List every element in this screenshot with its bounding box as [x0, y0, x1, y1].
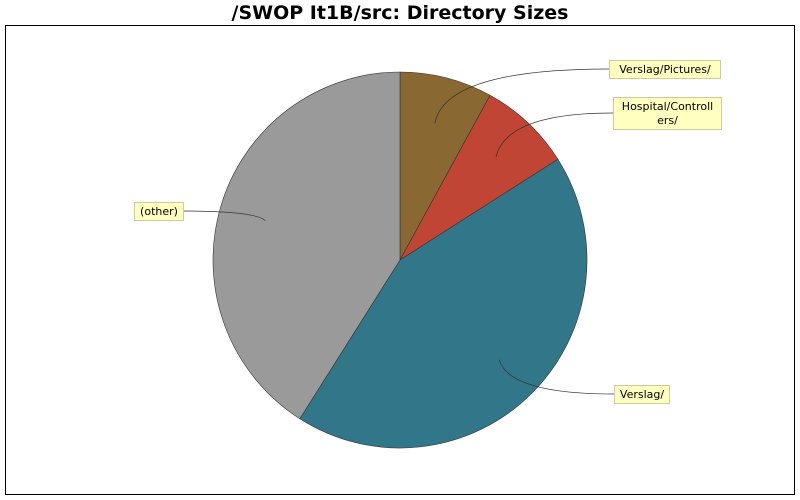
- leader-line: [182, 210, 266, 221]
- leader-line: [434, 68, 610, 124]
- slice-label: (other): [140, 205, 178, 218]
- label-box: [609, 60, 721, 79]
- pie-slice-verslag: [299, 158, 588, 449]
- labels-layer: Verslag/Pictures/Hospital/Controll ers/Ho…: [134, 60, 722, 404]
- leader-lines-layer: [182, 68, 615, 395]
- pie-slice-other: [212, 71, 401, 420]
- pie-slice-hospital-controllers: [399, 94, 559, 261]
- leader-line: [495, 112, 614, 158]
- slice-label: Verslag/: [620, 388, 664, 401]
- slices-layer: [212, 71, 588, 449]
- label-box: [613, 97, 722, 130]
- label-box: [614, 385, 670, 404]
- pie-slice-verslag-pictures: [399, 71, 491, 261]
- label-box: [134, 202, 184, 221]
- slice-label: Verslag/Pictures/: [619, 63, 711, 76]
- leader-line: [498, 359, 615, 395]
- chart-title: /SWOP It1B/src: Directory Sizes: [231, 2, 569, 24]
- slice-label: Hospital/Controll ers/Hospital/Controller…: [622, 100, 713, 127]
